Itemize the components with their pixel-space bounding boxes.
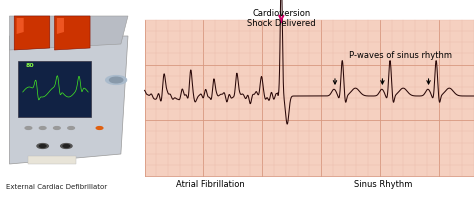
Polygon shape [9, 16, 128, 50]
Polygon shape [28, 156, 76, 164]
Circle shape [39, 145, 46, 147]
Polygon shape [57, 18, 64, 34]
Circle shape [25, 127, 32, 129]
Circle shape [54, 127, 60, 129]
Text: 80: 80 [26, 63, 35, 68]
Polygon shape [14, 16, 50, 50]
Text: Cardioversion
Shock Delivered: Cardioversion Shock Delivered [247, 9, 316, 28]
Polygon shape [9, 36, 128, 164]
Circle shape [106, 76, 127, 84]
Circle shape [39, 127, 46, 129]
Text: Sinus Rhythm: Sinus Rhythm [354, 180, 412, 189]
Text: P-waves of sinus rhythm: P-waves of sinus rhythm [349, 51, 452, 60]
FancyBboxPatch shape [18, 61, 91, 117]
Circle shape [63, 145, 70, 147]
Text: External Cardiac Defibrillator: External Cardiac Defibrillator [6, 184, 108, 190]
Polygon shape [55, 16, 90, 50]
Circle shape [96, 127, 103, 129]
Text: Atrial Fibrillation: Atrial Fibrillation [176, 180, 245, 189]
Polygon shape [17, 18, 24, 34]
Circle shape [37, 144, 48, 148]
FancyBboxPatch shape [145, 20, 474, 176]
FancyBboxPatch shape [0, 0, 145, 200]
Circle shape [109, 77, 123, 83]
Circle shape [68, 127, 74, 129]
Circle shape [61, 144, 72, 148]
